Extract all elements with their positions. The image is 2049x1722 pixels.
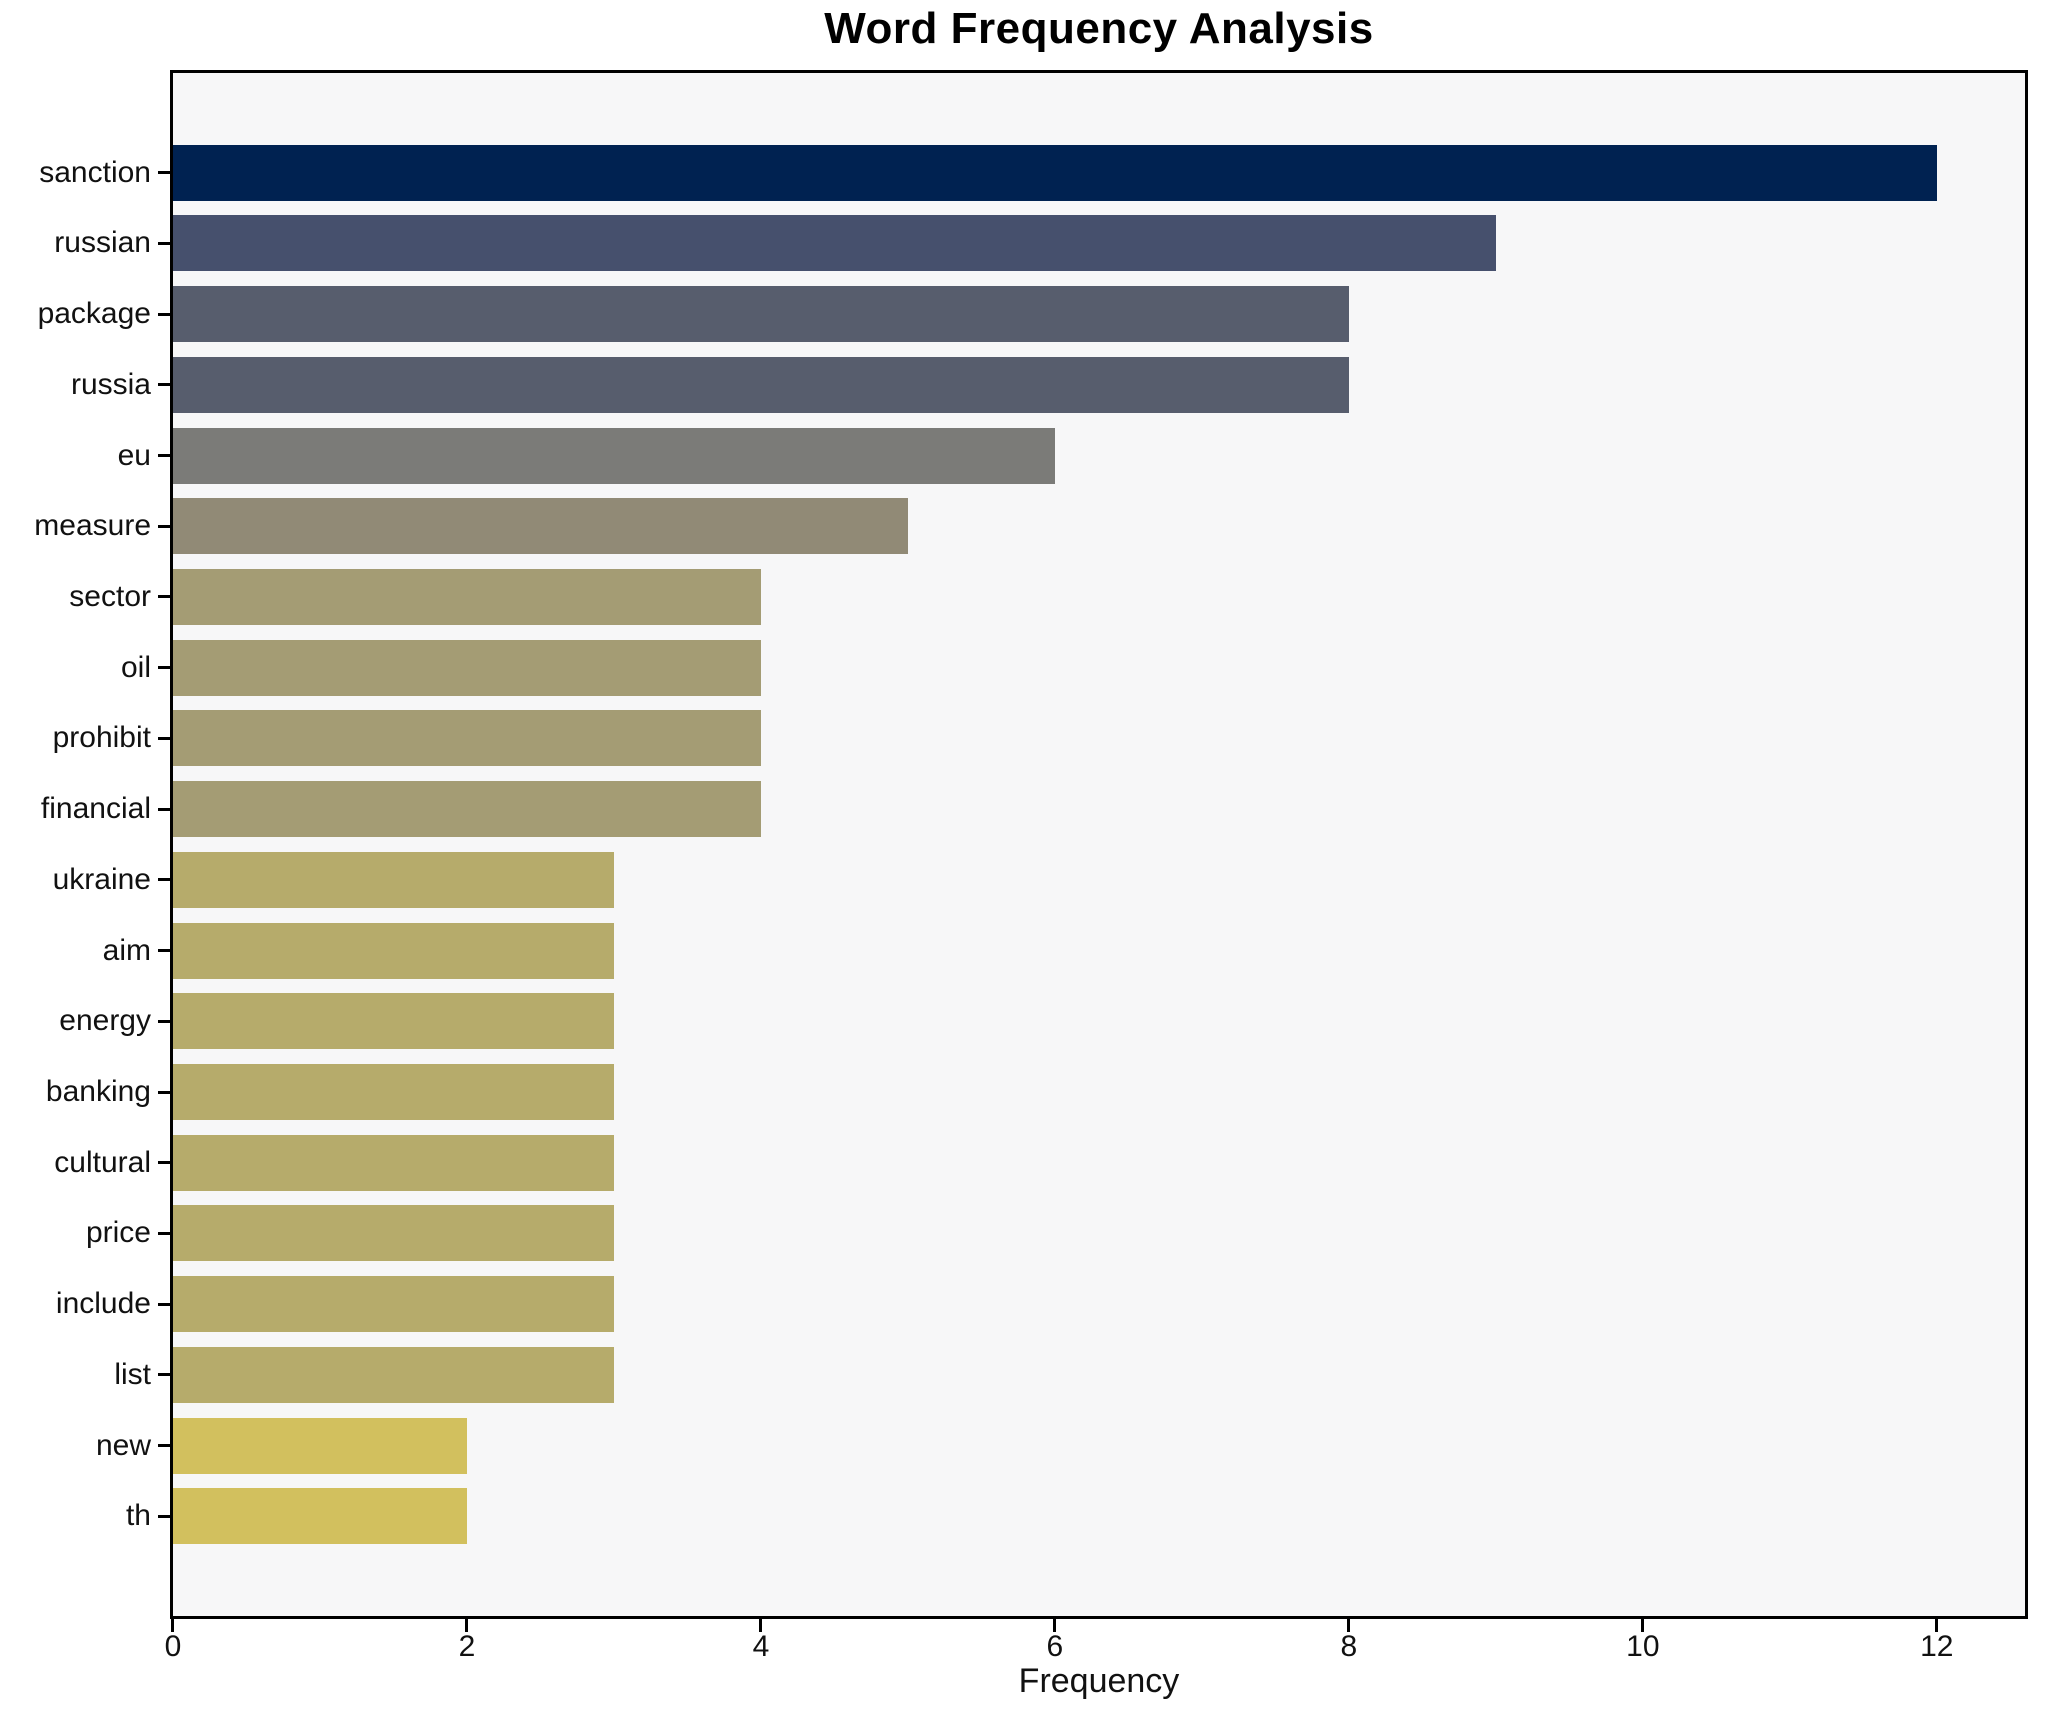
bar-sector bbox=[173, 568, 761, 625]
y-tick-label-eu: eu bbox=[117, 438, 151, 472]
bar-include bbox=[173, 1276, 614, 1333]
bar-russian bbox=[173, 215, 1496, 272]
x-tick-12 bbox=[1934, 1619, 1938, 1632]
y-tick-russian bbox=[158, 241, 170, 245]
bar-oil bbox=[173, 639, 761, 696]
bar-package bbox=[173, 286, 1349, 343]
y-tick-label-sector: sector bbox=[69, 579, 151, 613]
x-tick-10 bbox=[1640, 1619, 1644, 1632]
y-tick-sector bbox=[158, 595, 170, 599]
x-tick-label-0: 0 bbox=[164, 1630, 182, 1663]
bar-eu bbox=[173, 427, 1055, 484]
x-tick-label-8: 8 bbox=[1340, 1630, 1358, 1663]
x-tick-label-6: 6 bbox=[1046, 1630, 1064, 1663]
bar-ukraine bbox=[173, 851, 614, 908]
x-tick-8 bbox=[1346, 1619, 1350, 1632]
y-tick-new bbox=[158, 1444, 170, 1448]
bar-price bbox=[173, 1205, 614, 1262]
y-tick-label-aim: aim bbox=[102, 933, 151, 967]
x-tick-label-10: 10 bbox=[1626, 1630, 1660, 1663]
y-tick-label-th: th bbox=[125, 1499, 151, 1533]
y-tick-label-oil: oil bbox=[120, 650, 151, 684]
y-tick-label-sanction: sanction bbox=[39, 155, 151, 189]
bar-banking bbox=[173, 1064, 614, 1120]
bar-sanction bbox=[173, 144, 1937, 201]
y-tick-banking bbox=[158, 1090, 170, 1094]
bar-aim bbox=[173, 922, 614, 979]
y-tick-label-cultural: cultural bbox=[54, 1145, 151, 1179]
y-tick-label-include: include bbox=[55, 1287, 151, 1321]
y-tick-price bbox=[158, 1231, 170, 1235]
y-tick-label-banking: banking bbox=[45, 1075, 151, 1108]
bar-financial bbox=[173, 781, 761, 838]
x-axis-label: Frequency bbox=[1018, 1662, 1180, 1700]
y-tick-cultural bbox=[158, 1161, 170, 1165]
y-tick-ukraine bbox=[158, 878, 170, 882]
y-tick-sanction bbox=[158, 171, 170, 175]
bar-cultural bbox=[173, 1134, 614, 1191]
x-tick-label-2: 2 bbox=[458, 1630, 476, 1663]
bar-prohibit bbox=[173, 710, 761, 767]
y-tick-label-energy: energy bbox=[59, 1004, 151, 1038]
y-tick-th bbox=[158, 1514, 170, 1518]
y-tick-include bbox=[158, 1302, 170, 1306]
x-tick-label-4: 4 bbox=[752, 1630, 770, 1663]
y-tick-oil bbox=[158, 666, 170, 670]
y-tick-label-russia: russia bbox=[70, 367, 151, 401]
y-tick-label-financial: financial bbox=[40, 792, 151, 826]
y-tick-label-package: package bbox=[37, 297, 151, 331]
bar-measure bbox=[173, 498, 908, 555]
x-tick-label-12: 12 bbox=[1920, 1630, 1954, 1663]
bar-th bbox=[173, 1488, 467, 1545]
y-tick-financial bbox=[158, 807, 170, 811]
y-tick-energy bbox=[158, 1019, 170, 1023]
x-tick-4 bbox=[758, 1619, 762, 1632]
y-tick-label-list: list bbox=[114, 1357, 151, 1391]
bar-energy bbox=[173, 993, 614, 1050]
chart-title: Word Frequency Analysis bbox=[824, 4, 1374, 53]
x-tick-0 bbox=[171, 1619, 174, 1632]
y-tick-list bbox=[158, 1373, 170, 1377]
y-tick-prohibit bbox=[158, 736, 170, 740]
bar-list bbox=[173, 1346, 614, 1403]
y-tick-label-new: new bbox=[95, 1428, 151, 1462]
bar-new bbox=[173, 1417, 467, 1474]
y-tick-package bbox=[158, 312, 170, 316]
y-tick-measure bbox=[158, 524, 170, 528]
y-tick-label-ukraine: ukraine bbox=[52, 862, 151, 896]
x-tick-6 bbox=[1052, 1619, 1056, 1632]
y-tick-label-russian: russian bbox=[54, 226, 151, 260]
plot-area: sanction russian package russia eu measure sec… bbox=[34, 70, 2028, 1619]
y-tick-aim bbox=[158, 949, 170, 953]
x-tick-2 bbox=[464, 1619, 468, 1632]
bar-russia bbox=[173, 356, 1349, 413]
y-tick-label-prohibit: prohibit bbox=[52, 721, 151, 755]
y-tick-label-price: price bbox=[85, 1216, 151, 1250]
y-tick-russia bbox=[158, 383, 170, 387]
y-tick-eu bbox=[158, 454, 170, 458]
y-tick-label-measure: measure bbox=[34, 509, 151, 543]
